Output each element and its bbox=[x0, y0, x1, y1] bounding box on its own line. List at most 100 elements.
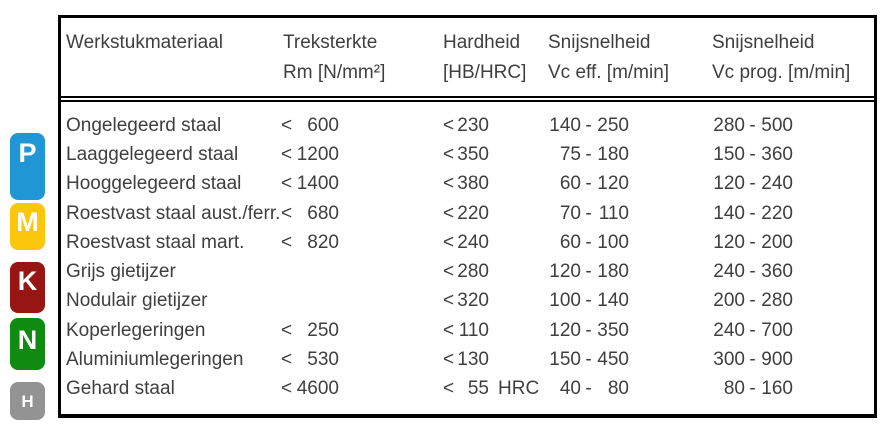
vc-prog-high: 220 bbox=[761, 202, 793, 224]
treksterkte-value: 250 bbox=[307, 319, 339, 341]
header-line1: Snijsnelheid bbox=[712, 32, 815, 53]
vc-prog-high: 500 bbox=[761, 114, 793, 136]
treksterkte-cell: <4600 bbox=[281, 378, 443, 400]
range-separator: - bbox=[585, 378, 592, 400]
less-than-sign: < bbox=[443, 378, 455, 400]
vc-prog-low: 240 bbox=[713, 261, 745, 283]
range-separator: - bbox=[749, 261, 756, 283]
cutting-data-table: Werkstukmateriaal Treksterkte Rm [N/mm²]… bbox=[58, 15, 877, 418]
less-than-sign: < bbox=[281, 349, 293, 371]
vc-eff-high: 450 bbox=[597, 349, 629, 371]
treksterkte-cell: <600 bbox=[281, 115, 443, 137]
range-separator: - bbox=[749, 319, 756, 341]
vc-prog-cell: 150-360 bbox=[712, 144, 874, 166]
vc-prog-high: 200 bbox=[761, 231, 793, 253]
vc-eff-high: 180 bbox=[597, 261, 629, 283]
vc-prog-cell: 240-700 bbox=[712, 320, 874, 342]
range-separator: - bbox=[749, 231, 756, 253]
table-row: Aluminiumlegeringen <530 <130 150-450 30… bbox=[61, 345, 874, 374]
vc-prog-low: 280 bbox=[713, 114, 745, 136]
range-separator: - bbox=[585, 349, 592, 371]
vc-prog-high: 360 bbox=[761, 261, 793, 283]
hardheid-value: 320 bbox=[457, 290, 489, 312]
header-line2: Vc prog. [m/min] bbox=[712, 62, 851, 83]
treksterkte-value: 4600 bbox=[296, 378, 339, 400]
hardheid-cell: <220 bbox=[443, 203, 548, 225]
vc-prog-low: 120 bbox=[713, 231, 745, 253]
badge-N-non-ferrous: N bbox=[10, 318, 45, 370]
less-than-sign: < bbox=[443, 114, 455, 136]
iso-material-badges: P M K N H bbox=[10, 0, 45, 428]
header-hardheid: Hardheid [HB/HRC] bbox=[443, 28, 548, 88]
badge-M-stainless: M bbox=[10, 203, 45, 250]
vc-eff-low: 60 bbox=[559, 173, 581, 195]
hardheid-cell: <320 bbox=[443, 290, 548, 312]
vc-prog-low: 120 bbox=[713, 173, 745, 195]
vc-eff-high: 250 bbox=[597, 114, 629, 136]
material-cell: Grijs gietijzer bbox=[66, 261, 176, 283]
material-cell: Hooggelegeerd staal bbox=[66, 173, 242, 195]
vc-eff-cell: 150-450 bbox=[548, 349, 712, 371]
less-than-sign: < bbox=[443, 349, 455, 371]
less-than-sign: < bbox=[281, 231, 293, 253]
vc-eff-high: 120 bbox=[597, 173, 629, 195]
material-cell: Roestvast staal aust./ferr. bbox=[66, 202, 281, 224]
hardheid-value: 380 bbox=[457, 173, 489, 195]
badge-H-hardened: H bbox=[10, 382, 45, 420]
vc-eff-high: 100 bbox=[597, 231, 629, 253]
vc-prog-high: 160 bbox=[761, 378, 793, 400]
vc-eff-high: 180 bbox=[597, 143, 629, 165]
hardheid-unit-suffix: HRC bbox=[498, 378, 540, 400]
treksterkte-value: 680 bbox=[307, 202, 339, 224]
hardheid-cell: <230 bbox=[443, 115, 548, 137]
hardheid-value: 350 bbox=[457, 143, 489, 165]
hardheid-value: 280 bbox=[457, 261, 489, 283]
vc-eff-cell: 60-100 bbox=[548, 232, 712, 254]
vc-prog-cell: 300-900 bbox=[712, 349, 874, 371]
vc-eff-cell: 70-110 bbox=[548, 203, 712, 225]
vc-eff-high: 140 bbox=[597, 290, 629, 312]
vc-prog-low: 200 bbox=[713, 290, 745, 312]
vc-prog-low: 300 bbox=[713, 349, 745, 371]
treksterkte-value: 820 bbox=[307, 231, 339, 253]
less-than-sign: < bbox=[281, 114, 293, 136]
hardheid-value: 230 bbox=[457, 114, 489, 136]
vc-prog-high: 240 bbox=[761, 173, 793, 195]
vc-eff-low: 150 bbox=[549, 349, 581, 371]
hardheid-value: 55 bbox=[467, 378, 489, 400]
hardheid-cell: <280 bbox=[443, 261, 548, 283]
less-than-sign: < bbox=[281, 143, 293, 165]
range-separator: - bbox=[585, 114, 592, 136]
material-cell: Laaggelegeerd staal bbox=[66, 143, 239, 165]
less-than-sign: < bbox=[443, 202, 455, 224]
treksterkte-cell: <1400 bbox=[281, 173, 443, 195]
table-row: Koperlegeringen <250 <110 120-350 240-70… bbox=[61, 316, 874, 345]
hardheid-value: 130 bbox=[457, 349, 489, 371]
vc-prog-low: 150 bbox=[713, 143, 745, 165]
header-line2: Rm [N/mm²] bbox=[283, 62, 386, 83]
header-snijsnelheid-eff: Snijsnelheid Vc eff. [m/min] bbox=[548, 28, 712, 88]
material-cell: Gehard staal bbox=[66, 378, 175, 400]
vc-eff-low: 120 bbox=[549, 261, 581, 283]
hardheid-value: 240 bbox=[457, 231, 489, 253]
vc-eff-low: 70 bbox=[559, 202, 581, 224]
table-row: Hooggelegeerd staal <1400 <380 60-120 12… bbox=[61, 170, 874, 199]
badge-N-letter: N bbox=[17, 325, 38, 355]
vc-eff-cell: 75-180 bbox=[548, 144, 712, 166]
hardheid-cell: <130 bbox=[443, 349, 548, 371]
header-double-rule bbox=[61, 96, 874, 102]
range-separator: - bbox=[749, 349, 756, 371]
vc-eff-low: 40 bbox=[559, 378, 581, 400]
material-cell: Koperlegeringen bbox=[66, 319, 206, 341]
vc-eff-cell: 120-180 bbox=[548, 261, 712, 283]
vc-prog-high: 900 bbox=[761, 349, 793, 371]
header-snijsnelheid-prog: Snijsnelheid Vc prog. [m/min] bbox=[712, 28, 874, 88]
header-treksterkte: Treksterkte Rm [N/mm²] bbox=[281, 28, 443, 88]
range-separator: - bbox=[749, 173, 756, 195]
less-than-sign: < bbox=[443, 231, 455, 253]
range-separator: - bbox=[749, 378, 756, 400]
vc-prog-low: 80 bbox=[723, 378, 745, 400]
badge-M-letter: M bbox=[16, 207, 39, 237]
badge-P-steel: P bbox=[10, 133, 45, 200]
vc-prog-low: 140 bbox=[713, 202, 745, 224]
